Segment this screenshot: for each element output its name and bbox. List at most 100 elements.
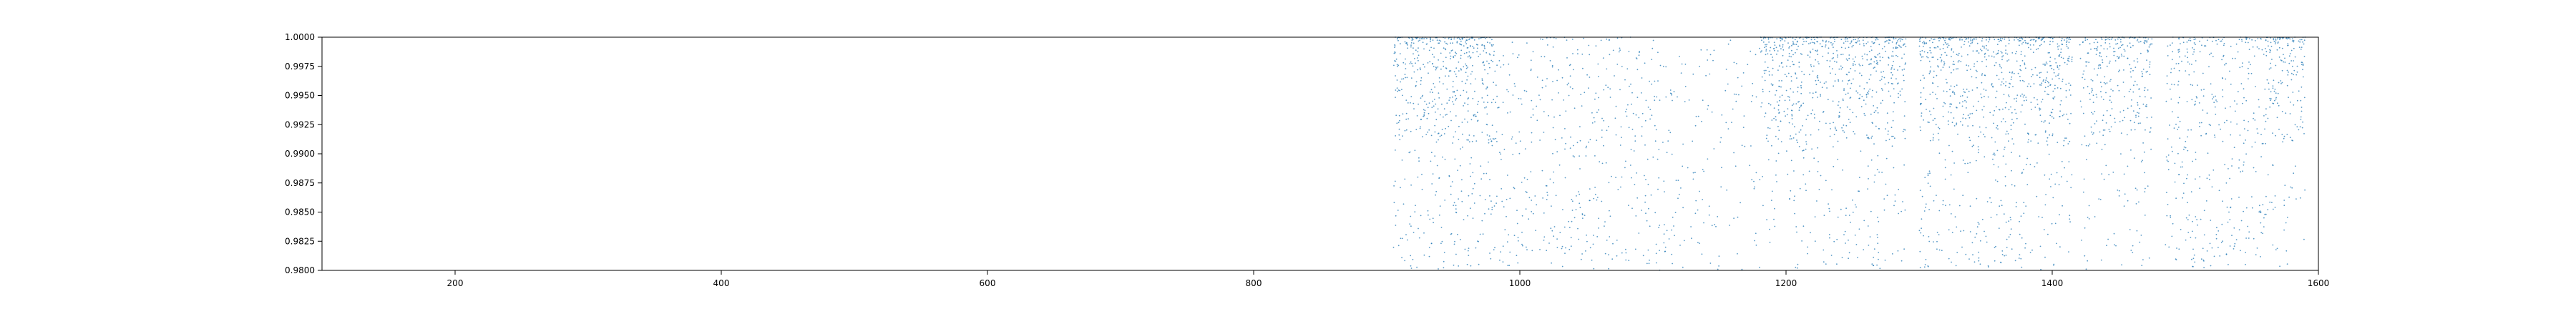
data-point [1834, 60, 1835, 62]
data-point [2202, 247, 2204, 250]
data-point [2123, 55, 2125, 57]
data-point [2091, 87, 2093, 89]
data-point [1593, 117, 1595, 119]
data-point [1438, 92, 1440, 94]
data-point [2020, 111, 2022, 113]
data-point [2289, 113, 2291, 114]
data-point [1736, 63, 1737, 64]
y-tick-label: 0.9950 [285, 91, 315, 101]
data-point [1530, 59, 1532, 62]
data-point [1470, 175, 1472, 177]
data-point [1776, 53, 1777, 55]
data-point [1530, 171, 1532, 173]
data-point [2043, 229, 2045, 230]
data-point [2281, 69, 2283, 72]
data-point [1814, 216, 1816, 217]
data-point [1585, 147, 1587, 149]
data-point [2293, 41, 2295, 43]
data-point [1727, 128, 1729, 130]
data-point [1455, 94, 1456, 97]
data-point [1865, 96, 1868, 98]
data-point [2278, 41, 2279, 43]
data-point [1845, 215, 1847, 216]
data-point [2270, 49, 2271, 52]
data-point [1555, 38, 1557, 39]
data-point [1435, 141, 1438, 143]
data-point [2113, 47, 2114, 49]
data-point [1735, 165, 1737, 167]
data-point [1712, 59, 1714, 62]
data-point [2203, 89, 2205, 90]
data-point [1630, 83, 1631, 85]
data-point [1830, 41, 1832, 44]
data-point [2301, 107, 2303, 108]
data-point [1413, 71, 1415, 73]
data-point [2179, 120, 2181, 122]
data-point [2008, 236, 2010, 238]
data-point [1901, 210, 1903, 212]
data-point [2118, 56, 2120, 58]
data-point [2230, 83, 2232, 85]
data-point [2057, 74, 2059, 77]
data-point [1849, 109, 1851, 111]
data-point [2069, 94, 2072, 96]
data-point [2056, 172, 2058, 174]
data-point [2132, 91, 2135, 93]
data-point [2044, 82, 2046, 84]
data-point [1953, 125, 1956, 127]
data-point [1428, 129, 1430, 131]
data-point [1432, 54, 1433, 56]
data-point [2195, 237, 2197, 239]
data-point [1609, 97, 1611, 98]
data-point [2001, 205, 2003, 207]
data-point [1682, 165, 1684, 167]
data-point [1469, 207, 1471, 210]
data-point [1927, 121, 1929, 123]
data-point [1903, 43, 1906, 45]
data-point [1850, 221, 1851, 223]
data-point [1392, 246, 1395, 248]
data-point [2047, 233, 2049, 235]
data-point [2046, 140, 2048, 142]
data-point [1413, 42, 1415, 44]
data-point [1461, 122, 1463, 123]
data-point [2135, 187, 2137, 190]
data-point [1474, 114, 1476, 116]
data-point [1948, 124, 1949, 125]
data-point [1763, 69, 1765, 72]
data-point [2118, 89, 2120, 92]
data-point [2245, 139, 2247, 141]
data-point [1943, 61, 1945, 63]
data-point [2228, 168, 2229, 170]
data-point [1504, 229, 1506, 230]
data-point [1897, 250, 1899, 252]
data-point [1971, 76, 1973, 78]
data-point [1838, 112, 1840, 114]
data-point [1902, 201, 1903, 202]
data-point [1405, 129, 1407, 131]
data-point [2246, 37, 2248, 39]
data-point [1977, 222, 1979, 224]
data-point [2282, 141, 2284, 143]
data-point [1484, 107, 1486, 109]
data-point [1938, 37, 1940, 39]
data-point [2142, 259, 2144, 260]
data-point [1977, 100, 1979, 102]
data-point [1733, 152, 1735, 154]
data-point [1658, 227, 1660, 228]
data-point [1394, 51, 1396, 53]
data-point [1797, 87, 1799, 88]
data-point [1930, 52, 1932, 54]
data-point [2053, 117, 2054, 119]
data-point [1896, 54, 1897, 57]
data-point [1472, 46, 1474, 47]
data-point [2011, 138, 2014, 140]
data-point [1810, 134, 1812, 136]
data-point [1797, 91, 1799, 93]
data-point [2222, 240, 2224, 242]
data-point [1987, 96, 1989, 98]
data-point [2035, 39, 2037, 41]
data-point [1729, 225, 1731, 226]
data-point [1932, 137, 1934, 139]
data-point [2175, 197, 2177, 200]
